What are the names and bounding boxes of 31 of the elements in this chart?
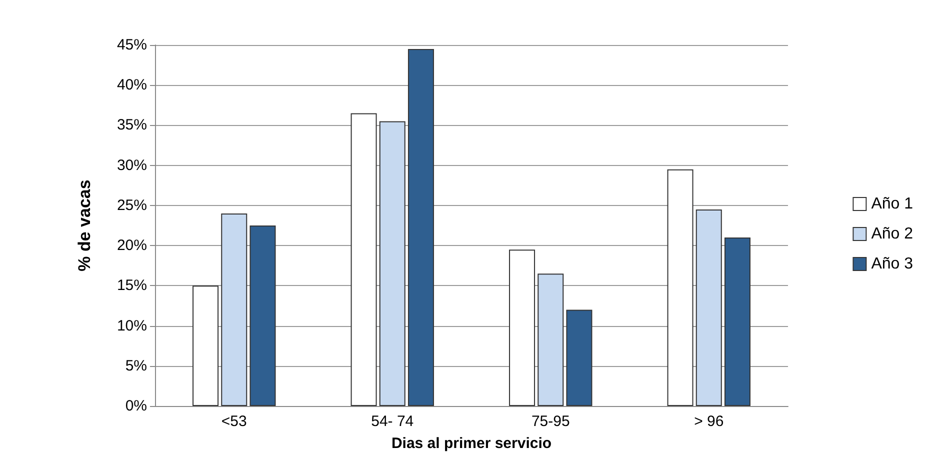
bar xyxy=(724,238,750,406)
x-tick-label: 75-95 xyxy=(531,413,570,430)
bar xyxy=(509,250,536,406)
y-tick-label: 5% xyxy=(125,357,147,374)
bar xyxy=(538,274,564,406)
bar xyxy=(192,286,219,406)
y-tick-label: 15% xyxy=(116,277,147,294)
legend-label: Año 3 xyxy=(871,256,914,272)
x-tick-label: > 96 xyxy=(694,413,724,430)
x-axis-title: Dias al primer servicio xyxy=(391,435,552,452)
bar xyxy=(696,209,722,406)
bar xyxy=(250,226,276,406)
y-tick-label: 45% xyxy=(116,36,147,54)
bar xyxy=(350,113,377,406)
bar xyxy=(379,121,406,406)
y-tick-label: 25% xyxy=(116,196,147,214)
bar xyxy=(408,49,434,406)
legend-label: Año 2 xyxy=(871,226,914,242)
y-tick-label: 10% xyxy=(116,317,147,334)
y-tick-label: 40% xyxy=(116,76,147,94)
bar xyxy=(221,213,248,406)
legend-label: Año 1 xyxy=(871,196,914,212)
y-tick-label: 35% xyxy=(116,116,147,134)
bar xyxy=(667,169,694,406)
y-tick-label: 20% xyxy=(116,237,147,254)
y-axis-title: % de vacas xyxy=(75,180,94,272)
bar xyxy=(566,310,592,406)
x-tick-label: <53 xyxy=(221,413,247,430)
y-tick-label: 0% xyxy=(125,398,147,414)
x-tick-label: 54- 74 xyxy=(371,413,414,430)
y-tick-label: 30% xyxy=(116,156,147,174)
